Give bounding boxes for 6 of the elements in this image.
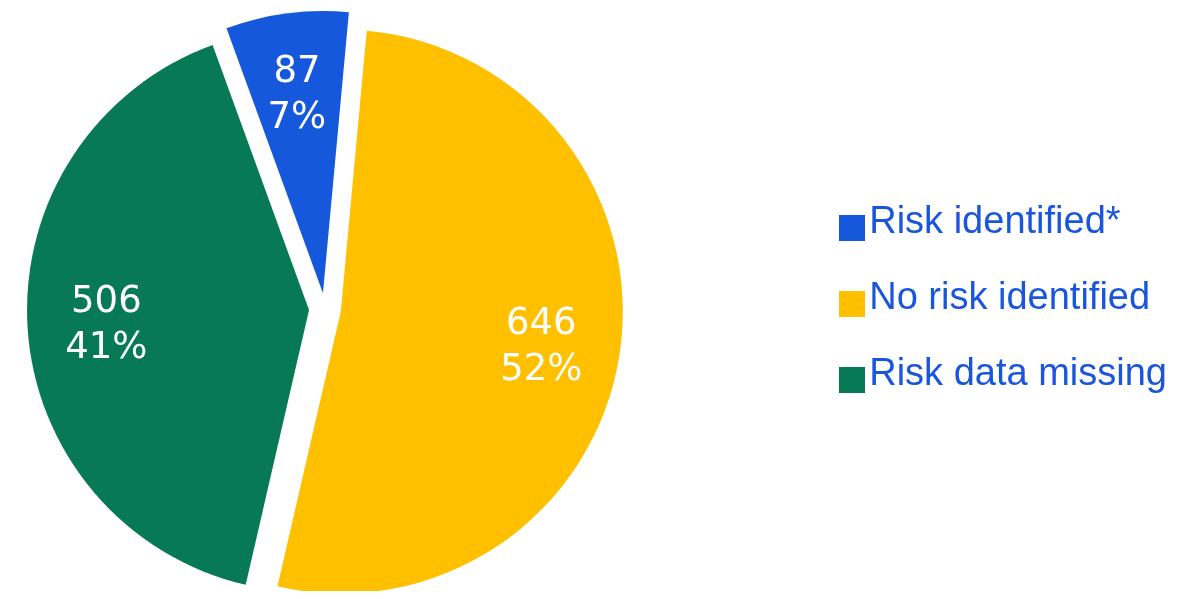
data-label: 646 52% — [500, 299, 583, 389]
legend-label: Risk data missing — [869, 350, 1167, 393]
data-label: 506 41% — [65, 277, 148, 367]
data-label: 87 7% — [267, 47, 327, 137]
legend-label: Risk identified* — [869, 198, 1121, 241]
legend-label: No risk identified — [869, 274, 1151, 317]
